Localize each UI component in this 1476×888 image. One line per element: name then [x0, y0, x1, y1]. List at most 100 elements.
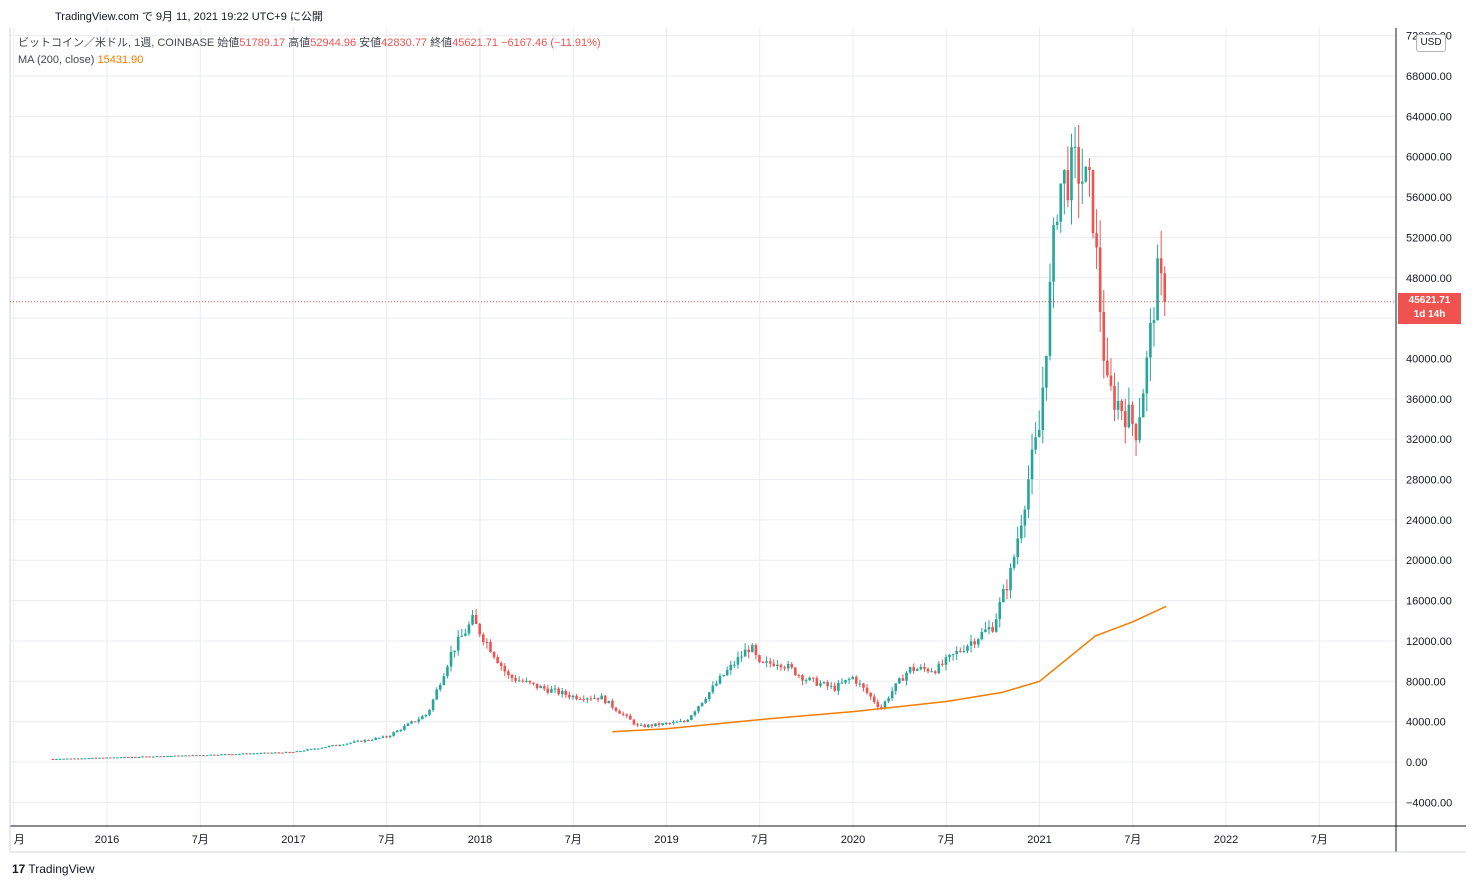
time-axis-label: 7月 [192, 834, 209, 846]
candle-body [919, 666, 923, 670]
candle-body [205, 755, 209, 757]
price-axis-label: 24000.00 [1406, 515, 1452, 527]
candle-body [184, 755, 187, 757]
candle-body [1102, 311, 1106, 361]
candle-body [894, 683, 898, 692]
candle-body [700, 702, 704, 707]
candle-body [883, 701, 887, 709]
candle-body [987, 627, 991, 630]
candle-body [367, 739, 370, 741]
price-axis-label: 40000.00 [1406, 353, 1452, 365]
candle-body [794, 667, 797, 676]
candle-body [65, 758, 69, 760]
candle-body [284, 751, 288, 753]
candle-body [682, 721, 686, 723]
time-axis-label: 2017 [281, 834, 305, 846]
candle-body [499, 663, 503, 667]
candle-body [851, 676, 855, 679]
currency-badge[interactable]: USD [1416, 34, 1446, 52]
time-axis-label: 7月 [938, 834, 955, 846]
price-axis-label: 8000.00 [1406, 676, 1446, 688]
candle-body [256, 753, 259, 755]
candle-body [643, 724, 646, 728]
candle-body [869, 692, 872, 697]
candle-body [1145, 357, 1149, 394]
candle-body [73, 758, 76, 760]
candle-body [525, 680, 528, 682]
candle-body [1037, 430, 1041, 438]
candle-body [937, 663, 941, 674]
ma-line [612, 605, 1167, 733]
candle-body [740, 656, 743, 658]
time-axis-label: 2019 [654, 834, 678, 846]
candle-body [966, 645, 969, 651]
candle-body [933, 671, 937, 674]
candle-body [105, 757, 109, 759]
candle-body [69, 758, 73, 760]
price-axis-label: 12000.00 [1406, 636, 1452, 648]
candle-body [625, 714, 629, 716]
candle-body [826, 682, 829, 687]
candle-body [991, 627, 994, 632]
last-price-value: 45621.71 [1408, 295, 1451, 306]
candle-body [618, 710, 621, 714]
candle-body [905, 672, 908, 681]
candle-body [854, 676, 858, 684]
time-axis-label: 7月 [1311, 834, 1328, 846]
candle-body [772, 663, 776, 666]
candle-body [510, 675, 514, 678]
candle-body [474, 615, 478, 624]
candle-body [908, 667, 912, 673]
candle-body [116, 757, 119, 759]
candle-body [725, 670, 729, 676]
candle-body [209, 754, 213, 756]
candle-body [675, 721, 679, 723]
candle-body [1159, 258, 1163, 274]
legend-low: 42830.77 [381, 37, 428, 49]
candle-body [173, 755, 177, 757]
candle-body [743, 649, 747, 657]
candle-body [374, 737, 378, 740]
candle-body [679, 721, 682, 723]
candle-body [327, 745, 331, 748]
candle-body [481, 634, 485, 642]
candle-body [467, 624, 471, 634]
candle-body [51, 758, 55, 760]
candle-body [632, 719, 636, 725]
price-axis-label: 52000.00 [1406, 232, 1452, 244]
candle-body [119, 757, 123, 759]
legend-open: 51789.17 [239, 37, 286, 49]
candle-body [611, 700, 614, 708]
price-axis-label: −4000.00 [1406, 797, 1452, 809]
candle-body [596, 697, 600, 700]
candle-body [83, 758, 87, 760]
time-axis-label: 7月 [378, 834, 395, 846]
candle-body [464, 633, 467, 636]
candle-body [797, 675, 801, 677]
candle-body [707, 692, 711, 700]
candle-body [779, 664, 783, 668]
candle-body [342, 744, 345, 746]
candle-body [575, 695, 578, 699]
candle-body [202, 755, 205, 757]
candle-body [654, 723, 657, 727]
candle-body [492, 652, 496, 658]
footer-logo[interactable]: 17 TradingView [12, 862, 94, 876]
price-axis-label: 28000.00 [1406, 475, 1452, 487]
candle-body [352, 741, 356, 743]
candle-body [686, 719, 690, 722]
candle-body [930, 671, 933, 673]
candle-body [528, 680, 532, 683]
legend-open-label: 始値 [217, 37, 240, 49]
candle-body [1012, 557, 1016, 568]
candle-body [266, 752, 270, 754]
candle-body [428, 710, 431, 715]
candle-body [872, 696, 876, 703]
candle-body [629, 715, 632, 720]
candle-body [507, 671, 510, 676]
candle-body [790, 664, 794, 668]
candle-body [951, 654, 955, 656]
candle-body [1048, 281, 1052, 356]
candle-body [442, 676, 446, 686]
